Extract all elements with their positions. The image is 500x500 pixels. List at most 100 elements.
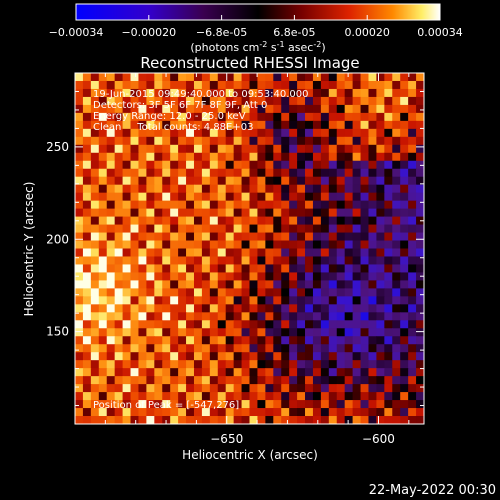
heatmap-cell: [217, 248, 227, 258]
heatmap-cell: [130, 288, 140, 297]
heatmap-cell: [408, 248, 417, 258]
heatmap-cell: [122, 200, 132, 210]
heatmap-cell: [360, 392, 370, 401]
heatmap-cell: [154, 120, 163, 130]
heatmap-cell: [400, 208, 409, 218]
heatmap-cell: [273, 216, 282, 226]
heatmap-cell: [122, 168, 132, 178]
heatmap-cell: [265, 152, 274, 162]
heatmap-cell: [344, 272, 354, 282]
heatmap-cell: [289, 192, 298, 202]
heatmap-cell: [106, 368, 116, 377]
heatmap-cell: [130, 392, 140, 401]
heatmap-cell: [186, 144, 195, 154]
heatmap-cell: [328, 288, 338, 297]
heatmap-cell: [193, 104, 203, 114]
heatmap-cell: [416, 96, 424, 106]
heatmap-cell: [376, 104, 385, 114]
heatmap-cell: [241, 248, 251, 258]
heatmap-cell: [233, 256, 243, 266]
heatmap-cell: [305, 336, 314, 345]
heatmap-cell: [82, 288, 92, 297]
heatmap-cell: [265, 304, 274, 313]
heatmap-cell: [170, 240, 179, 250]
heatmap-cell: [360, 80, 370, 90]
heatmap-cell: [178, 184, 187, 194]
heatmap-cell: [106, 288, 116, 297]
heatmap-cell: [130, 360, 140, 369]
heatmap-cell: [106, 176, 116, 186]
heatmap-cell: [98, 224, 108, 234]
heatmap-cell: [400, 264, 409, 274]
heatmap-cell: [106, 416, 116, 424]
heatmap-cell: [225, 192, 235, 202]
heatmap-cell: [281, 136, 290, 146]
heatmap-cell: [106, 240, 116, 250]
heatmap-cell: [122, 384, 132, 393]
heatmap-cell: [281, 336, 290, 345]
heatmap-cell: [209, 224, 219, 234]
heatmap-cell: [336, 152, 346, 162]
heatmap-cell: [170, 96, 179, 106]
heatmap-cell: [217, 344, 227, 353]
heatmap-cell: [257, 120, 266, 130]
heatmap-cell: [186, 288, 195, 297]
heatmap-cell: [328, 360, 338, 369]
heatmap-cell: [400, 152, 409, 162]
heatmap-cell: [170, 136, 179, 146]
heatmap-cell: [90, 376, 100, 385]
heatmap-cell: [138, 80, 147, 90]
heatmap-cell: [360, 120, 370, 130]
heatmap-cell: [320, 176, 330, 186]
heatmap-cell: [336, 184, 346, 194]
heatmap-cell: [82, 160, 92, 170]
heatmap-cell: [106, 120, 116, 130]
heatmap-cell: [376, 216, 385, 226]
heatmap-cell: [186, 112, 195, 122]
heatmap-cell: [344, 240, 354, 250]
heatmap-cell: [217, 336, 227, 345]
heatmap-cell: [416, 112, 424, 122]
heatmap-cell: [384, 344, 393, 353]
heatmap-cell: [408, 408, 417, 417]
heatmap-cell: [376, 320, 385, 329]
heatmap-cell: [170, 288, 179, 297]
heatmap-cell: [249, 288, 259, 297]
heatmap-cell: [320, 248, 330, 258]
heatmap-cell: [162, 408, 171, 417]
heatmap-cell: [90, 216, 100, 226]
colorbar-tick-label: −0.00034: [49, 26, 104, 39]
heatmap-cell: [392, 200, 401, 210]
heatmap-cell: [217, 104, 227, 114]
heatmap-cell: [130, 320, 140, 329]
heatmap-cell: [273, 168, 282, 178]
heatmap-cell: [217, 288, 227, 297]
heatmap-cell: [106, 80, 116, 90]
heatmap-cell: [376, 312, 385, 321]
heatmap-cell: [178, 80, 187, 90]
heatmap-cell: [344, 296, 354, 305]
heatmap-cell: [368, 264, 378, 274]
heatmap-cell: [344, 168, 354, 178]
heatmap-cell: [257, 144, 266, 154]
heatmap-cell: [114, 304, 124, 313]
heatmap-cell: [146, 112, 155, 122]
heatmap-cell: [416, 144, 424, 154]
heatmap-cell: [265, 184, 274, 194]
heatmap-cell: [368, 256, 378, 266]
heatmap-cell: [297, 160, 306, 170]
heatmap-cell: [146, 288, 155, 297]
heatmap-cell: [336, 224, 346, 234]
heatmap-cell: [225, 320, 235, 329]
heatmap-cell: [257, 344, 266, 353]
heatmap-cell: [416, 400, 424, 409]
heatmap-cell: [146, 408, 155, 417]
heatmap-cell: [257, 112, 266, 122]
heatmap-cell: [320, 264, 330, 274]
heatmap-cell: [257, 248, 266, 258]
heatmap-cell: [193, 208, 203, 218]
heatmap-cell: [154, 280, 163, 289]
heatmap-cell: [408, 368, 417, 377]
heatmap-cell: [376, 88, 385, 98]
heatmap-cell: [360, 144, 370, 154]
